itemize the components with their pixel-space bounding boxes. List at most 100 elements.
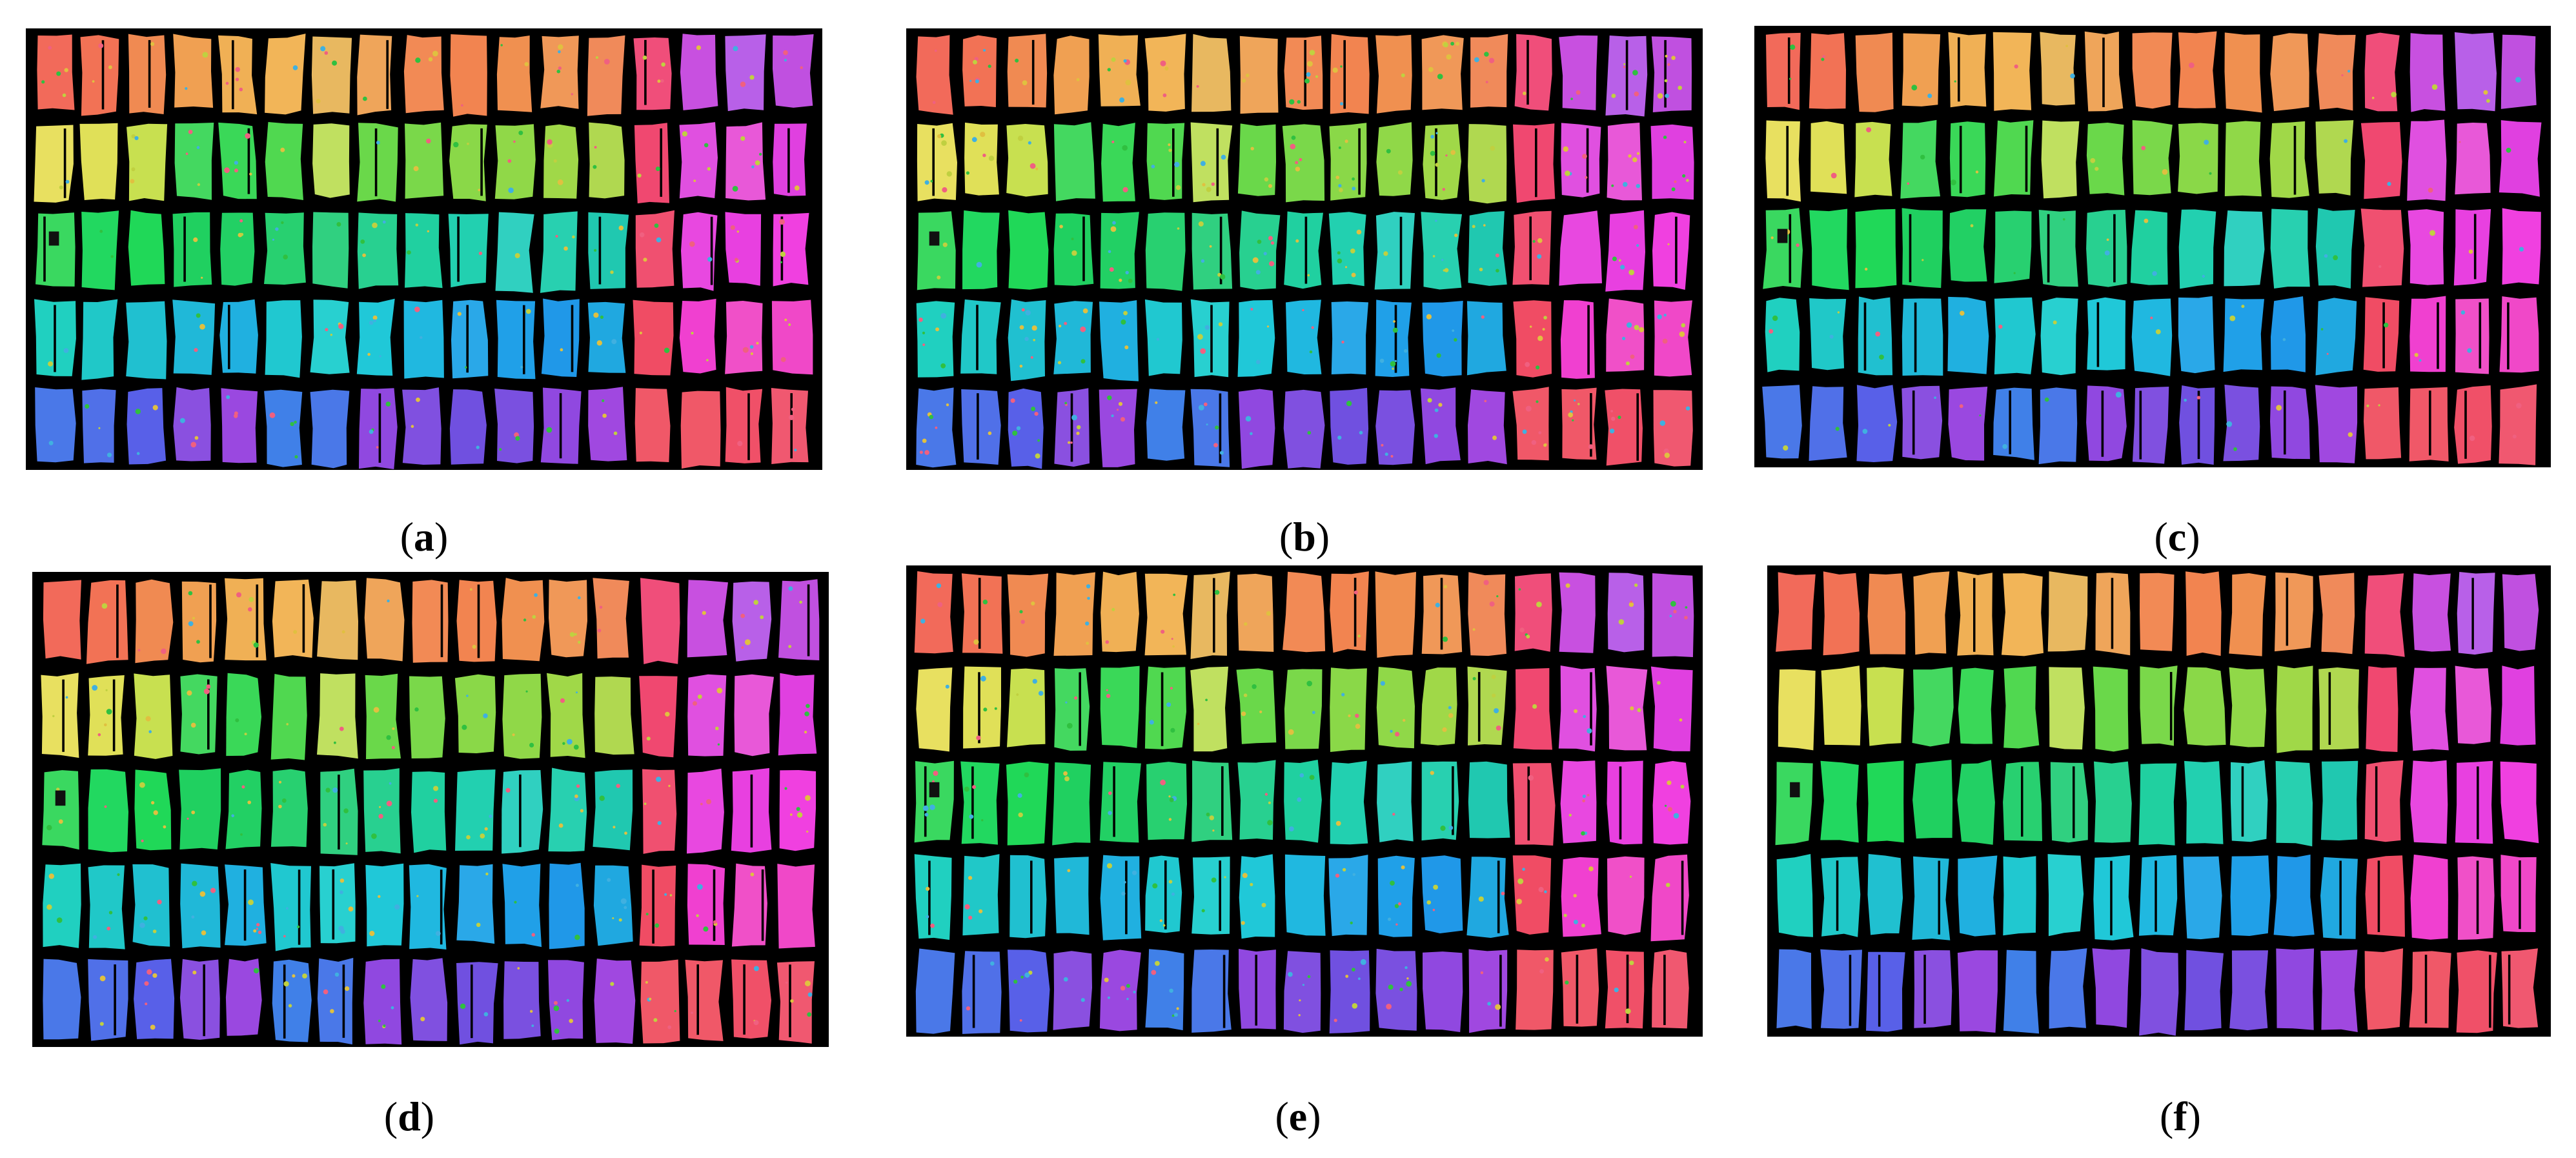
noise-speckle [1454, 233, 1458, 238]
noise-speckle [1309, 50, 1315, 56]
noise-speckle [682, 131, 687, 137]
sample-region [1559, 572, 1596, 653]
noise-speckle [1487, 1002, 1491, 1006]
sample-region [454, 674, 496, 753]
panel-a-image [26, 28, 822, 470]
noise-speckle [926, 915, 929, 919]
noise-speckle [976, 735, 981, 740]
noise-speckle [1664, 452, 1670, 458]
noise-speckle [1492, 435, 1497, 440]
noise-speckle [1875, 331, 1881, 337]
noise-speckle [131, 134, 136, 139]
noise-speckle [2486, 99, 2490, 103]
noise-speckle [1907, 182, 1910, 185]
noise-speckle [1789, 77, 1792, 80]
crack-line [1477, 672, 1481, 742]
noise-speckle [1629, 875, 1632, 878]
sample-region [2047, 854, 2084, 937]
noise-speckle [485, 872, 489, 876]
sample-region [494, 389, 534, 463]
noise-speckle [1392, 367, 1394, 370]
noise-speckle [1338, 184, 1342, 188]
noise-speckle [1426, 314, 1432, 320]
noise-speckle [669, 894, 673, 897]
sample-region [1561, 387, 1597, 460]
sample-region [639, 864, 676, 947]
noise-speckle [556, 69, 561, 74]
noise-speckle [1106, 694, 1111, 698]
noise-speckle [1122, 187, 1128, 192]
noise-speckle [379, 806, 381, 808]
noise-speckle [534, 593, 538, 597]
sample-region [218, 122, 257, 199]
noise-speckle [136, 452, 140, 455]
noise-speckle [1673, 813, 1679, 819]
sample-region [1329, 950, 1370, 1033]
noise-speckle [2483, 90, 2488, 95]
sample-region [2320, 760, 2358, 840]
noise-speckle [1618, 415, 1621, 420]
sample-region [2455, 665, 2491, 744]
noise-speckle [290, 422, 294, 427]
noise-speckle [240, 833, 243, 836]
sample-region [1651, 36, 1692, 112]
sample-region [180, 674, 218, 755]
noise-speckle [1492, 693, 1496, 698]
noise-speckle [2115, 391, 2122, 398]
noise-speckle [654, 223, 659, 228]
noise-speckle [1266, 325, 1270, 328]
sample-region [319, 863, 356, 944]
noise-speckle [1639, 327, 1645, 332]
sample-region [265, 122, 303, 200]
noise-speckle [336, 222, 341, 227]
crack-line [1031, 39, 1035, 105]
noise-speckle [620, 898, 627, 904]
noise-speckle [483, 1012, 489, 1017]
crack-line [1681, 860, 1684, 935]
noise-speckle [234, 168, 238, 173]
crack-line [1958, 37, 1960, 102]
noise-speckle [1268, 801, 1271, 804]
noise-speckle [1306, 680, 1312, 687]
sample-region [218, 35, 258, 115]
noise-speckle [1201, 259, 1205, 263]
noise-speckle [924, 180, 929, 185]
noise-speckle [1394, 904, 1399, 908]
noise-speckle [1501, 891, 1505, 895]
noise-speckle [1526, 635, 1530, 639]
noise-speckle [206, 684, 211, 689]
noise-speckle [1171, 638, 1173, 640]
noise-speckle [567, 738, 573, 745]
sample-region [2275, 760, 2313, 847]
noise-speckle [736, 230, 740, 233]
noise-speckle [1472, 225, 1476, 229]
noise-speckle [1685, 606, 1688, 609]
noise-speckle [657, 821, 662, 826]
noise-speckle [1016, 693, 1019, 696]
sample-region [1993, 32, 2032, 111]
noise-speckle [2196, 396, 2201, 400]
noise-speckle [1086, 642, 1090, 645]
panel-d-segmentation-map [32, 572, 829, 1047]
crack-line [652, 869, 654, 944]
noise-speckle [1209, 815, 1214, 820]
noise-speckle [1769, 329, 1774, 334]
noise-speckle [1359, 431, 1363, 435]
sample-region [2230, 855, 2271, 936]
noise-speckle [1252, 684, 1257, 689]
sample-region [1654, 300, 1692, 377]
noise-speckle [2378, 404, 2380, 407]
noise-speckle [704, 143, 709, 148]
noise-speckle [1522, 429, 1527, 434]
noise-speckle [756, 341, 759, 345]
noise-speckle [1630, 706, 1634, 711]
sample-region [2270, 33, 2309, 112]
noise-speckle [920, 618, 926, 624]
noise-speckle [553, 159, 557, 163]
sample-region [1421, 35, 1464, 110]
noise-speckle [382, 220, 386, 224]
noise-speckle [147, 969, 152, 975]
noise-speckle [1663, 314, 1667, 317]
noise-speckle [1019, 325, 1024, 330]
noise-speckle [574, 633, 577, 636]
